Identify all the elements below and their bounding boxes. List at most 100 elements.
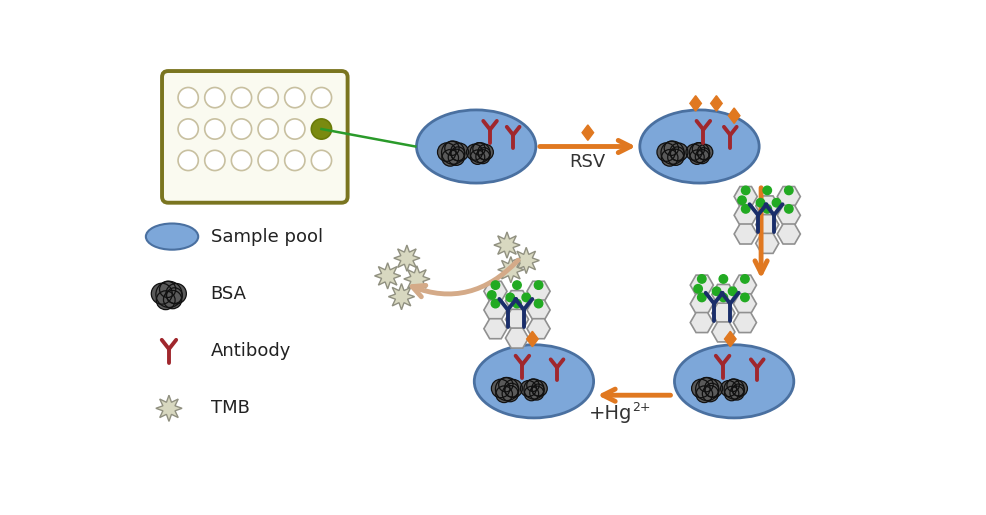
Text: +Hg: +Hg [589, 404, 632, 423]
Circle shape [740, 293, 748, 302]
Circle shape [445, 141, 458, 156]
Polygon shape [733, 294, 755, 314]
Polygon shape [527, 281, 549, 301]
Polygon shape [483, 300, 507, 320]
Circle shape [502, 386, 518, 402]
Circle shape [177, 119, 198, 139]
Ellipse shape [416, 110, 535, 183]
Circle shape [712, 287, 720, 296]
Polygon shape [755, 196, 778, 216]
Circle shape [728, 287, 737, 296]
Circle shape [505, 383, 519, 397]
Ellipse shape [474, 345, 593, 418]
Text: Sample pool: Sample pool [210, 228, 322, 246]
Circle shape [506, 293, 514, 302]
Circle shape [685, 144, 701, 160]
Circle shape [698, 377, 713, 392]
Polygon shape [711, 322, 735, 342]
Polygon shape [527, 300, 549, 320]
Circle shape [522, 293, 529, 302]
Ellipse shape [146, 224, 198, 250]
Polygon shape [505, 310, 528, 330]
Circle shape [533, 281, 542, 289]
Circle shape [498, 377, 513, 392]
Circle shape [257, 88, 278, 108]
Circle shape [166, 283, 186, 304]
Circle shape [704, 383, 718, 397]
Polygon shape [483, 281, 507, 301]
Circle shape [495, 377, 518, 401]
Circle shape [724, 386, 739, 401]
Circle shape [204, 150, 225, 170]
Circle shape [691, 379, 709, 398]
Circle shape [669, 147, 683, 161]
Polygon shape [733, 313, 755, 333]
Circle shape [167, 288, 182, 303]
Circle shape [740, 186, 749, 195]
Polygon shape [711, 303, 735, 323]
Circle shape [689, 143, 709, 163]
Polygon shape [388, 284, 414, 310]
Circle shape [160, 281, 176, 298]
Polygon shape [156, 395, 181, 421]
Circle shape [257, 150, 278, 170]
Circle shape [697, 274, 705, 283]
Polygon shape [393, 245, 420, 271]
Circle shape [475, 150, 489, 164]
Circle shape [719, 293, 727, 302]
Ellipse shape [639, 110, 758, 183]
Text: Antibody: Antibody [210, 341, 291, 359]
Circle shape [204, 119, 225, 139]
Circle shape [696, 144, 712, 160]
Circle shape [661, 141, 683, 164]
Circle shape [667, 149, 683, 165]
Polygon shape [755, 233, 778, 253]
Circle shape [437, 143, 456, 161]
Polygon shape [711, 284, 735, 304]
Polygon shape [505, 290, 528, 311]
Polygon shape [493, 232, 520, 258]
Circle shape [755, 198, 764, 207]
Circle shape [231, 119, 251, 139]
FancyBboxPatch shape [162, 71, 347, 203]
Circle shape [704, 380, 722, 398]
Circle shape [695, 377, 718, 401]
Circle shape [284, 119, 305, 139]
Circle shape [442, 149, 458, 166]
Circle shape [529, 386, 543, 400]
Circle shape [156, 281, 181, 307]
Circle shape [762, 186, 771, 195]
Polygon shape [403, 266, 430, 292]
Polygon shape [734, 224, 756, 244]
Circle shape [177, 150, 198, 170]
Circle shape [311, 150, 331, 170]
Polygon shape [483, 319, 507, 339]
Circle shape [311, 119, 331, 139]
Polygon shape [689, 313, 713, 333]
Circle shape [533, 299, 542, 308]
Polygon shape [777, 224, 800, 244]
Circle shape [732, 384, 743, 396]
Circle shape [524, 379, 543, 399]
Circle shape [151, 283, 173, 304]
Circle shape [771, 198, 780, 207]
Polygon shape [497, 256, 524, 283]
Circle shape [491, 299, 499, 308]
Circle shape [450, 143, 468, 161]
Circle shape [524, 386, 538, 401]
Circle shape [451, 147, 464, 161]
Polygon shape [374, 263, 400, 289]
Circle shape [669, 143, 687, 161]
Circle shape [441, 141, 464, 164]
Polygon shape [505, 328, 528, 348]
Circle shape [691, 143, 704, 155]
Polygon shape [734, 186, 756, 207]
Circle shape [513, 281, 521, 289]
FancyArrowPatch shape [412, 260, 518, 297]
Circle shape [177, 88, 198, 108]
Circle shape [694, 150, 709, 164]
Circle shape [727, 379, 739, 391]
Polygon shape [733, 275, 755, 295]
Polygon shape [513, 247, 538, 273]
Circle shape [740, 274, 748, 283]
